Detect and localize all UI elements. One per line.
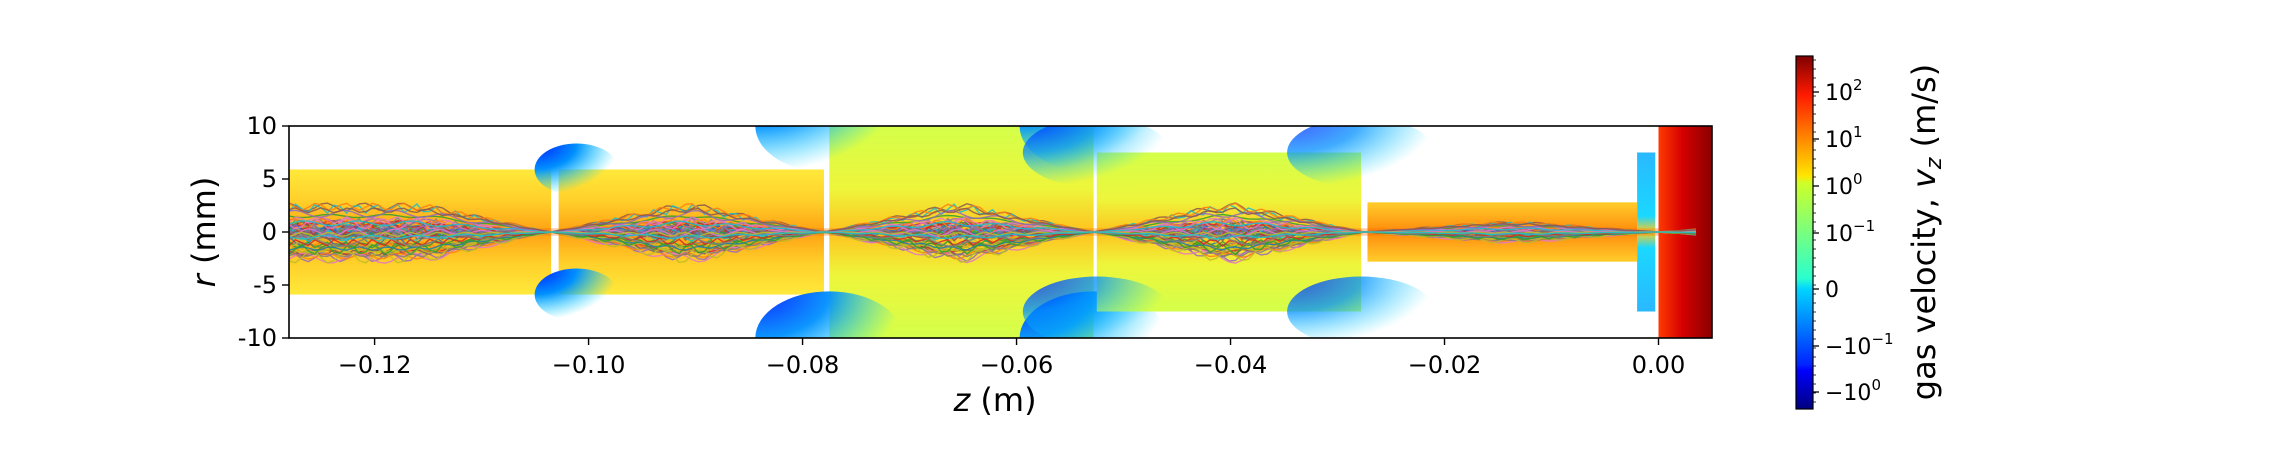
x-tick-label: 0.00 [1632, 351, 1685, 379]
recirculation-zone [534, 268, 619, 321]
colorbar: 102 101 100 10−1 0 −10−1 −100 gas velocity, vz… [1795, 55, 1947, 410]
colorbar-tick-label: 10−1 [1825, 217, 1875, 247]
x-axis-label: z (m) [952, 381, 1036, 419]
recirculation-zone [1022, 126, 1171, 188]
trajectory-line [289, 231, 1696, 240]
colorbar-tick-label: 101 [1825, 123, 1863, 153]
colorbar-label: gas velocity, vz (m/s) [1905, 64, 1947, 400]
colorbar-tick-label: 102 [1825, 76, 1863, 106]
trajectory-line [289, 231, 1697, 264]
recirculation-zone [1022, 276, 1171, 338]
recirculation-zone [1287, 276, 1436, 338]
y-axis-label: r (mm) [185, 177, 223, 288]
trajectory-line [289, 231, 1697, 258]
trajectory-line [289, 207, 1697, 233]
x-tick-label: −0.08 [766, 351, 840, 379]
y-tick-label: -10 [238, 324, 277, 352]
x-tick-label: −0.10 [552, 351, 626, 379]
trajectory-line [289, 231, 1697, 256]
y-axis: 10 5 0 -5 -10 [238, 112, 289, 352]
x-tick-label: −0.12 [338, 351, 412, 379]
particle-trajectories [289, 202, 1697, 264]
y-tick-label: 10 [246, 112, 277, 140]
colorbar-gradient [1795, 55, 1814, 410]
trajectory-line [289, 202, 1697, 233]
colorbar-tick-label: −100 [1825, 376, 1881, 406]
recirculation-zone [755, 126, 904, 173]
x-tick-label: −0.06 [980, 351, 1054, 379]
colorbar-tick-label: 100 [1825, 170, 1863, 200]
recirculation-zone [1287, 126, 1436, 188]
recirculation-zone [755, 291, 904, 338]
x-tick-label: −0.04 [1194, 351, 1268, 379]
colorbar-tick-label: −10−1 [1825, 330, 1894, 360]
x-tick-label: −0.02 [1408, 351, 1482, 379]
y-tick-label: 0 [262, 218, 277, 246]
trajectory-line [289, 220, 1697, 233]
x-axis: −0.12 −0.10 −0.08 −0.06 −0.04 −0.02 0.00 [338, 338, 1685, 379]
y-tick-label: -5 [253, 271, 277, 299]
colorbar-ticks: 102 101 100 10−1 0 −10−1 −100 [1813, 59, 1894, 406]
recirculation-zone [534, 143, 619, 196]
y-tick-label: 5 [262, 165, 277, 193]
colorbar-tick-label: 0 [1825, 278, 1839, 303]
